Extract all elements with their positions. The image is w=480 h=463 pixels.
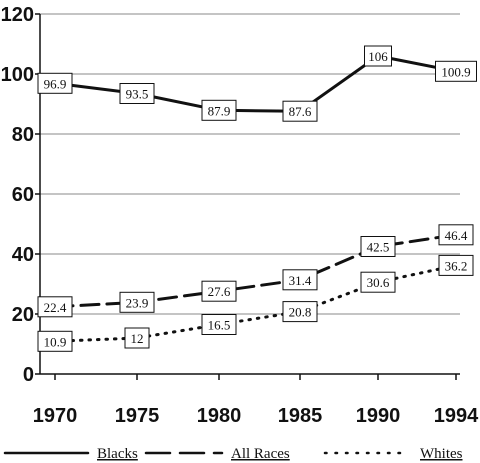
data-label-box — [282, 301, 318, 323]
data-label-text: 22.4 — [44, 300, 67, 315]
data-label: 42.5 — [360, 236, 396, 257]
data-label: 31.4 — [282, 269, 318, 291]
y-tick-label: 120 — [1, 4, 34, 26]
data-label: 23.9 — [119, 291, 155, 313]
data-label-box — [282, 269, 318, 291]
series-line-all-races — [53, 233, 458, 309]
x-tick-label: 1985 — [278, 405, 323, 427]
y-tick-label: 40 — [12, 244, 34, 266]
data-label-text: 87.6 — [289, 104, 312, 119]
data-label: 87.9 — [201, 99, 237, 121]
data-label-text: 96.9 — [44, 76, 67, 91]
data-label-text: 42.5 — [367, 240, 390, 255]
series-layer — [53, 54, 458, 343]
data-label-text: 30.6 — [367, 275, 390, 290]
data-label-text: 100.9 — [441, 64, 470, 79]
data-label-box — [37, 72, 73, 94]
data-label-text: 36.2 — [445, 258, 468, 273]
data-label-text: 31.4 — [289, 273, 312, 288]
data-label-box — [201, 314, 237, 335]
data-label: 10.9 — [37, 330, 73, 352]
data-label: 16.5 — [201, 314, 237, 335]
data-label: 96.9 — [37, 72, 73, 94]
y-tick-label: 100 — [1, 64, 34, 86]
legend-label: All Races — [231, 446, 290, 462]
data-label-text: 10.9 — [44, 334, 67, 349]
y-tick-label: 60 — [12, 184, 34, 206]
data-label: 30.6 — [360, 271, 396, 293]
data-label-text: 12 — [131, 331, 144, 346]
data-label: 20.8 — [282, 301, 318, 323]
data-label-text: 106 — [368, 49, 388, 64]
data-label-box — [435, 60, 477, 82]
data-label: 100.9 — [435, 60, 477, 82]
x-tick-label: 1980 — [197, 405, 242, 427]
data-label-box — [438, 224, 474, 246]
legend: Blacks All Races Whites — [3, 446, 463, 462]
data-label-text: 46.4 — [445, 228, 468, 243]
data-label-box — [438, 254, 474, 276]
axis-layer: 0 20 40 60 80 100 120 1970 1975 1980 1985 1990 1994 — [1, 4, 479, 427]
x-tick-label: 1975 — [115, 405, 160, 427]
x-tick-label: 1994 — [434, 405, 479, 427]
data-label-text: 23.9 — [126, 295, 149, 310]
series-line-blacks — [53, 54, 458, 113]
data-label-layer: 96.9 93.5 87.9 87.6 106 100.9 22.4 23.9 27.6 31.4… — [37, 45, 477, 352]
data-label-text: 87.9 — [208, 103, 231, 118]
data-label: 12 — [124, 327, 150, 349]
data-label: 36.2 — [438, 254, 474, 276]
data-label: 46.4 — [438, 224, 474, 246]
data-label-box — [37, 330, 73, 352]
y-tick-label: 0 — [23, 364, 34, 386]
data-label-text: 16.5 — [208, 318, 231, 333]
data-label: 27.6 — [201, 280, 237, 302]
data-label-text: 27.6 — [208, 284, 231, 299]
data-label-box — [360, 271, 396, 293]
legend-label: Blacks — [97, 446, 138, 462]
data-label-box — [364, 45, 392, 67]
data-label-box — [124, 327, 150, 349]
x-tick-label: 1990 — [356, 405, 401, 427]
legend-label: Whites — [420, 446, 463, 462]
data-label-box — [201, 99, 237, 121]
data-label: 22.4 — [37, 296, 73, 318]
data-label: 93.5 — [119, 83, 155, 104]
data-label-text: 20.8 — [289, 305, 312, 320]
series-line-whites — [53, 263, 458, 343]
data-label-box — [37, 296, 73, 318]
y-tick-label: 80 — [12, 124, 34, 146]
data-label: 106 — [364, 45, 392, 67]
data-label-box — [119, 291, 155, 313]
y-tick-label: 20 — [12, 304, 34, 326]
data-label-box — [119, 83, 155, 104]
x-tick-label: 1970 — [33, 405, 78, 427]
data-label-box — [360, 236, 396, 257]
data-label: 87.6 — [282, 100, 318, 122]
data-label-text: 93.5 — [126, 87, 149, 102]
data-label-box — [282, 100, 318, 122]
data-label-box — [201, 280, 237, 302]
grid-layer — [40, 13, 460, 315]
